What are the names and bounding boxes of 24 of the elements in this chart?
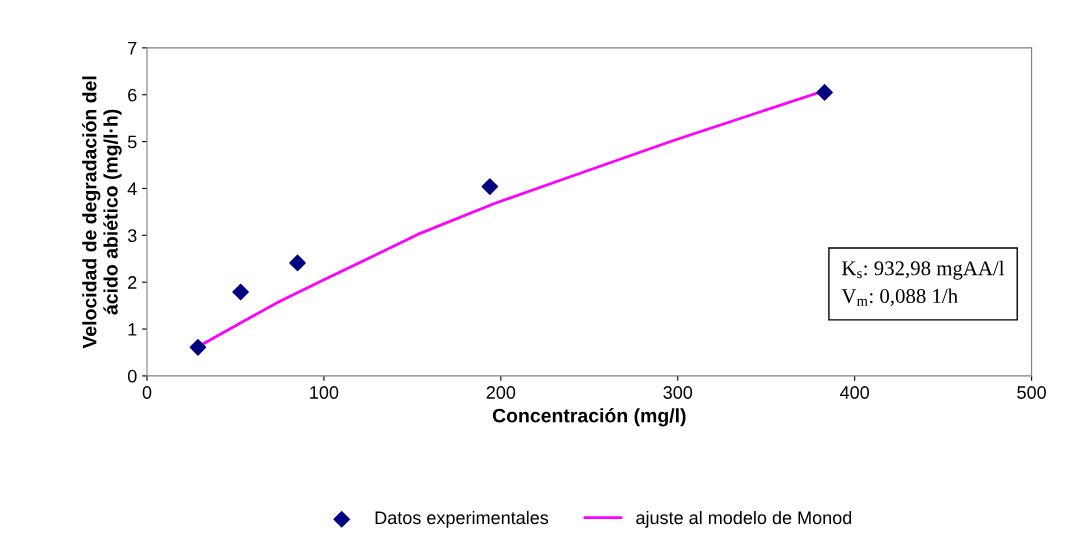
legend-label: Datos experimentales [375,510,549,528]
point [816,84,833,101]
y-tick-label: 2 [128,276,137,289]
point [189,339,207,356]
y-tick-label: 4 [127,182,137,195]
y-tick-label: 5 [127,135,137,149]
point [481,178,499,195]
x-axis-title: Concentración (mg/l) [492,408,686,427]
legend-label: ajuste al modelo de Monod [636,510,852,528]
x-tick-label: 200 [486,386,516,399]
x-tick-label: 400 [840,386,870,399]
y-tick-label: 0 [127,369,137,383]
y-tick-label: 1 [128,323,137,336]
point [289,254,306,272]
y-axis-title: Velocidad de degradación del ácido abiético (mg/l·h) [82,76,122,349]
y-tick-label: 7 [128,41,137,55]
x-tick-label: 300 [663,386,693,399]
y-tick-label: 3 [127,229,137,243]
y-tick-label: 6 [128,88,137,102]
x-tick-label: 100 [310,386,339,399]
x-tick-label: 0 [142,386,152,399]
annotation: K$_{s}$: 932,98 mgAA/l V$_{m}$: 0,088 1/h [841,260,1005,307]
point [232,283,249,301]
x-tick-label: 500 [1017,386,1046,399]
